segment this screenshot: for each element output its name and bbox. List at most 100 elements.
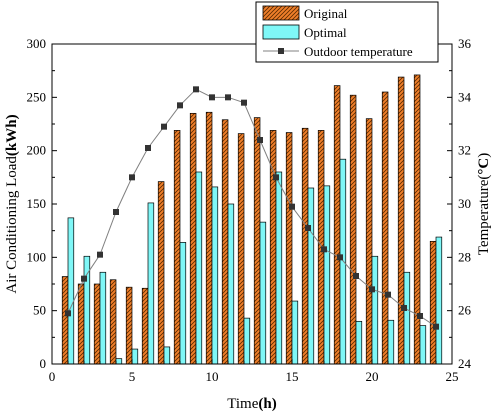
bar-original xyxy=(381,91,389,365)
bar-original xyxy=(349,94,357,365)
temperature-point xyxy=(193,86,199,93)
bar-original xyxy=(221,119,229,365)
bar-original xyxy=(333,85,341,365)
y-tick-label: 150 xyxy=(27,196,47,211)
bar-optimal xyxy=(163,346,171,365)
temperature-series-line xyxy=(67,88,437,328)
bar-optimal xyxy=(435,236,443,365)
legend-marker-temperature xyxy=(278,48,284,54)
x-tick-label: 0 xyxy=(49,369,56,384)
y-tick-label: 200 xyxy=(27,143,47,158)
temperature-point xyxy=(81,275,87,282)
bar-optimal xyxy=(387,319,395,365)
y-tick-label: 0 xyxy=(40,356,47,371)
bar-optimal xyxy=(83,255,91,365)
x-tick-label: 25 xyxy=(446,369,459,384)
bar-optimal xyxy=(259,221,267,365)
y2-tick-label: 32 xyxy=(458,143,471,158)
legend-swatch-original xyxy=(262,5,300,21)
x-tick-label: 15 xyxy=(286,369,299,384)
temperature-point xyxy=(401,305,407,311)
temperature-point xyxy=(177,102,183,109)
bar-original xyxy=(301,127,309,365)
bar-optimal xyxy=(371,255,379,365)
temperature-point xyxy=(321,246,327,253)
bar-original xyxy=(125,286,133,365)
bar-original xyxy=(61,276,69,365)
y2-tick-label: 28 xyxy=(458,249,471,264)
temperature-point xyxy=(225,94,231,101)
x-tick-label: 20 xyxy=(366,369,379,384)
bar-original xyxy=(77,283,85,365)
bar-original xyxy=(173,130,181,365)
temperature-point xyxy=(369,286,375,293)
legend-entry-optimal: Optimal xyxy=(304,25,347,40)
y2-tick-label: 26 xyxy=(458,303,472,318)
bar-original xyxy=(237,133,245,365)
legend-entry-original: Original xyxy=(304,6,348,21)
temperature-point xyxy=(337,254,343,261)
bars-optimal xyxy=(67,158,443,365)
bar-original xyxy=(141,287,149,365)
bar-optimal xyxy=(99,271,107,365)
temperature-point xyxy=(289,203,295,210)
temperature-point xyxy=(257,137,263,143)
bar-optimal xyxy=(339,158,347,365)
bar-original xyxy=(109,279,117,365)
bar-optimal xyxy=(131,348,139,365)
bar-original xyxy=(413,74,421,365)
y-axis-left: 0 50 100 150 200 250 300 xyxy=(27,36,57,371)
temperature-point xyxy=(273,174,279,181)
temperature-point xyxy=(65,310,71,317)
temperature-point xyxy=(433,323,439,330)
temperature-point xyxy=(385,291,391,298)
temperature-point xyxy=(145,145,151,151)
x-axis-label: Time(h) xyxy=(227,396,276,412)
bar-original xyxy=(429,240,437,365)
bar-optimal xyxy=(147,202,155,365)
temperature-point xyxy=(241,99,247,106)
bar-optimal xyxy=(307,187,315,365)
y-tick-label: 100 xyxy=(27,249,47,264)
y-axis-label: Air Conditioning Load(kWh) xyxy=(4,114,20,293)
bar-optimal xyxy=(355,320,363,365)
bar-optimal xyxy=(67,217,75,365)
bar-optimal xyxy=(115,358,123,365)
temperature-point xyxy=(353,273,359,279)
bar-original xyxy=(397,76,405,365)
bar-optimal xyxy=(227,203,235,365)
temperature-line xyxy=(65,86,439,330)
y-tick-label: 50 xyxy=(33,303,46,318)
y2-tick-label: 36 xyxy=(458,36,472,51)
bar-optimal xyxy=(275,171,283,365)
bar-optimal xyxy=(195,171,203,365)
temperature-point xyxy=(161,123,167,130)
bar-optimal xyxy=(291,300,299,365)
bar-original xyxy=(205,111,213,365)
legend: Original Optimal Outdoor temperature xyxy=(255,1,439,63)
y-tick-label: 250 xyxy=(27,89,47,104)
bar-original xyxy=(157,181,165,365)
y2-tick-label: 30 xyxy=(458,196,471,211)
y-tick-label: 300 xyxy=(27,36,47,51)
y2-axis-label: Temperature(°C) xyxy=(476,153,492,255)
y-axis-right: 24 26 28 30 32 34 36 xyxy=(447,36,472,371)
bar-optimal xyxy=(403,271,411,365)
bar-original xyxy=(253,117,261,365)
temperature-point xyxy=(113,209,119,215)
temperature-point xyxy=(97,251,103,258)
x-tick-label: 5 xyxy=(129,369,136,384)
bar-original xyxy=(189,112,197,365)
bar-original xyxy=(93,283,101,365)
x-tick-label: 10 xyxy=(206,369,219,384)
bar-optimal xyxy=(419,325,427,365)
temperature-point xyxy=(417,313,423,319)
bar-optimal xyxy=(243,317,251,365)
bar-optimal xyxy=(211,186,219,365)
legend-entry-outdoor-temperature: Outdoor temperature xyxy=(304,44,413,59)
bar-original xyxy=(285,132,293,365)
y2-tick-label: 24 xyxy=(458,356,472,371)
temperature-point xyxy=(129,174,135,181)
bar-optimal xyxy=(179,242,187,365)
